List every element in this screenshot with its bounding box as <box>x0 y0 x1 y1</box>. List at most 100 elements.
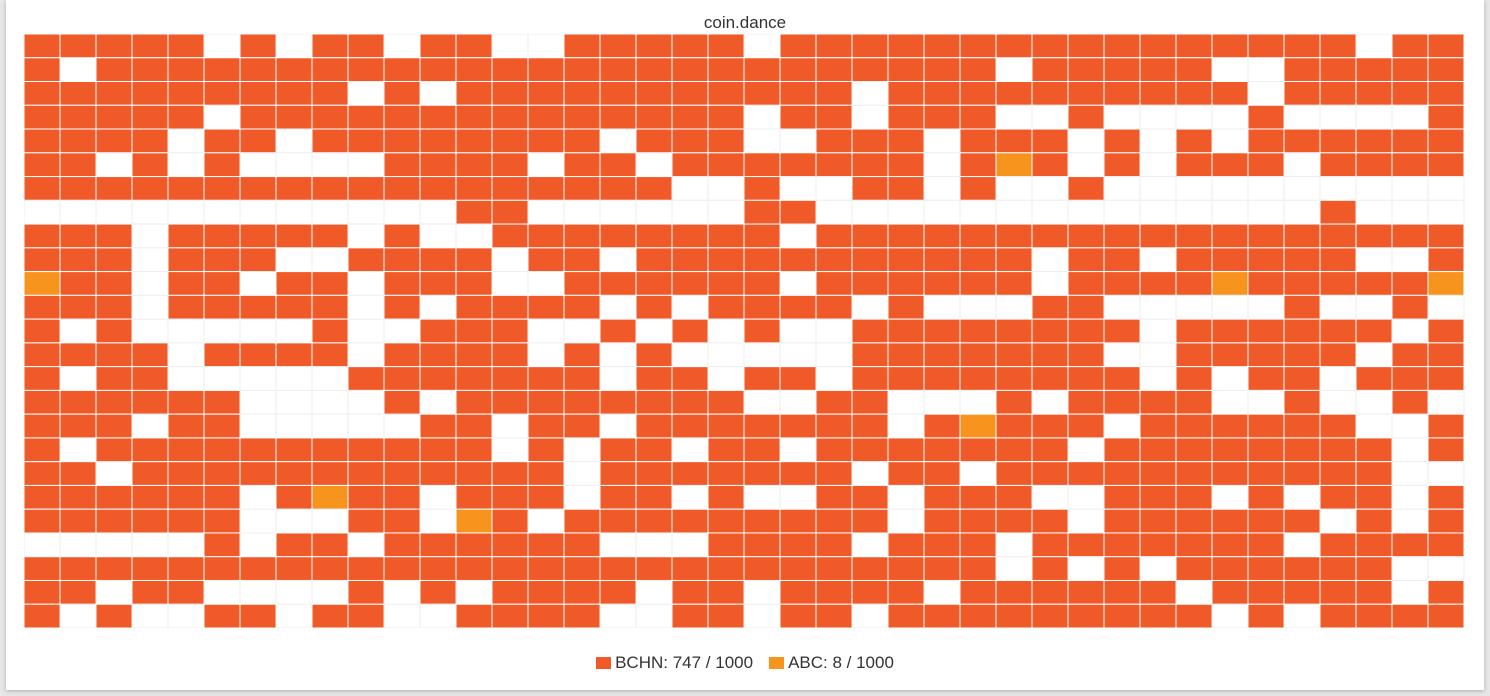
cell-bchn <box>167 437 205 463</box>
cell-bchn <box>527 413 565 439</box>
cell-bchn <box>743 318 781 344</box>
cell-empty <box>1211 294 1249 320</box>
cell-bchn <box>527 104 565 130</box>
cell-bchn <box>59 484 97 510</box>
cell-empty <box>1211 104 1249 130</box>
cell-bchn <box>1283 128 1321 154</box>
cell-bchn <box>995 247 1033 273</box>
cell-bchn <box>1427 104 1465 130</box>
cell-empty <box>743 104 781 130</box>
cell-bchn <box>167 461 205 486</box>
cell-bchn <box>1355 532 1393 558</box>
cell-empty <box>1391 508 1429 534</box>
cell-bchn <box>1031 413 1069 439</box>
cell-bchn <box>851 247 889 273</box>
legend-item-bchn[interactable]: BCHN: 747 / 1000 <box>596 653 753 673</box>
cell-bchn <box>239 128 277 154</box>
cell-bchn <box>1391 34 1429 59</box>
cell-empty <box>1139 199 1177 225</box>
cell-bchn <box>347 484 385 510</box>
cell-bchn <box>635 176 673 201</box>
cell-bchn <box>959 603 997 628</box>
cell-bchn <box>24 247 61 273</box>
cell-bchn <box>275 484 313 510</box>
cell-bchn <box>995 366 1033 391</box>
cell-empty <box>95 579 133 605</box>
cell-bchn <box>671 128 709 154</box>
cell-bchn <box>527 57 565 83</box>
cell-bchn <box>527 247 565 273</box>
cell-bchn <box>1427 128 1465 154</box>
cell-bchn <box>671 247 709 273</box>
cell-bchn <box>455 556 493 581</box>
cell-bchn <box>851 223 889 249</box>
cell-bchn <box>1067 294 1105 320</box>
cell-bchn <box>959 247 997 273</box>
cell-abc <box>995 152 1033 178</box>
cell-bchn <box>167 484 205 510</box>
cell-empty <box>239 271 277 296</box>
cell-bchn <box>491 484 529 510</box>
cell-bchn <box>383 461 421 486</box>
cell-empty <box>995 294 1033 320</box>
cell-bchn <box>1031 579 1069 605</box>
cell-bchn <box>707 223 745 249</box>
cell-bchn <box>59 271 97 296</box>
cell-bchn <box>419 342 457 368</box>
cell-empty <box>347 271 385 296</box>
cell-bchn <box>383 556 421 581</box>
cell-bchn <box>131 57 169 83</box>
cell-bchn <box>203 461 241 486</box>
cell-bchn <box>455 271 493 296</box>
cell-bchn <box>635 34 673 59</box>
cell-bchn <box>95 81 133 106</box>
cell-bchn <box>923 81 961 106</box>
cell-empty <box>347 152 385 178</box>
cell-empty <box>887 484 925 510</box>
cell-bchn <box>203 389 241 415</box>
legend-item-abc[interactable]: ABC: 8 / 1000 <box>769 653 894 673</box>
cell-bchn <box>1247 484 1285 510</box>
cell-bchn <box>527 366 565 391</box>
cell-bchn <box>743 152 781 178</box>
cell-bchn <box>743 556 781 581</box>
cell-bchn <box>851 508 889 534</box>
cell-empty <box>815 342 853 368</box>
cell-bchn <box>347 556 385 581</box>
cell-empty <box>1283 152 1321 178</box>
cell-bchn <box>1247 603 1285 628</box>
cell-bchn <box>815 247 853 273</box>
cell-empty <box>779 128 817 154</box>
cell-bchn <box>1067 271 1105 296</box>
cell-bchn <box>707 128 745 154</box>
cell-empty <box>1319 508 1357 534</box>
cell-empty <box>743 389 781 415</box>
cell-bchn <box>779 81 817 106</box>
cell-empty <box>275 152 313 178</box>
cell-empty <box>1139 247 1177 273</box>
cell-bchn <box>203 413 241 439</box>
cell-bchn <box>1355 271 1393 296</box>
cell-empty <box>599 366 637 391</box>
cell-bchn <box>635 57 673 83</box>
cell-bchn <box>455 603 493 628</box>
cell-empty <box>95 532 133 558</box>
cell-bchn <box>671 389 709 415</box>
cell-bchn <box>203 57 241 83</box>
cell-empty <box>851 461 889 486</box>
cell-bchn <box>923 104 961 130</box>
cell-bchn <box>311 81 349 106</box>
cell-bchn <box>1139 34 1177 59</box>
cell-bchn <box>383 128 421 154</box>
cell-bchn <box>1175 603 1213 628</box>
cell-bchn <box>851 484 889 510</box>
cell-bchn <box>923 247 961 273</box>
cell-bchn <box>527 461 565 486</box>
cell-bchn <box>1031 556 1069 581</box>
cell-empty <box>671 484 709 510</box>
cell-bchn <box>671 223 709 249</box>
cell-bchn <box>167 294 205 320</box>
cell-bchn <box>1211 152 1249 178</box>
cell-bchn <box>1103 34 1141 59</box>
cell-bchn <box>95 366 133 391</box>
